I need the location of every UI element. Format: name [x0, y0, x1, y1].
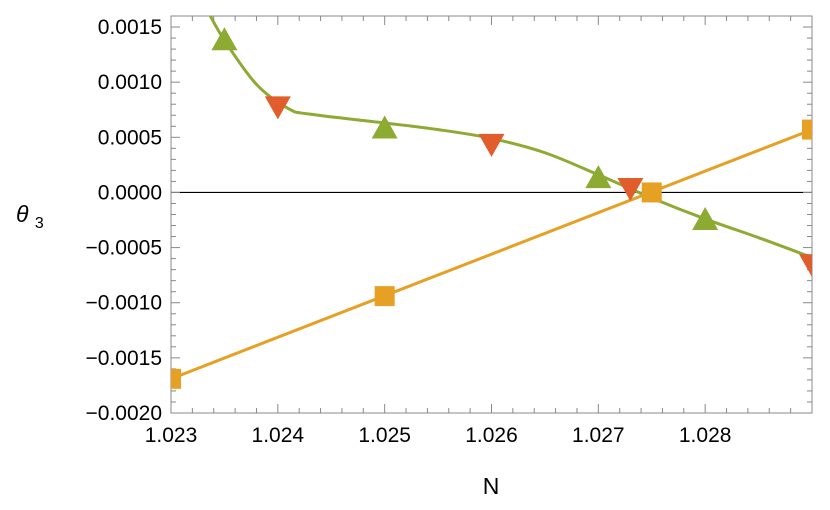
series-2-square-marker: [171, 368, 181, 389]
ticks-layer: 1.023 1.024 1.025 1.026 1.027 1.028 0.0015 0.00…: [86, 15, 813, 447]
series-0-triangle-up-marker: [692, 207, 719, 231]
y-tick-label: 0.0015: [98, 16, 162, 39]
series-0-triangle-up-marker: [211, 27, 238, 51]
markers-layer: [171, 27, 812, 389]
series-2-square-marker: [802, 119, 812, 140]
x-tick-label: 1.028: [679, 424, 732, 447]
x-tick-label: 1.023: [145, 424, 198, 447]
series-1-triangle-down-marker: [478, 133, 505, 157]
x-tick-label: 1.026: [465, 424, 518, 447]
y-tick-label: −0.0015: [86, 347, 163, 370]
y-axis-label-symbol: θ: [16, 201, 29, 227]
x-tick-label: 1.024: [252, 424, 305, 447]
y-axis-label-subscript: 3: [35, 215, 44, 232]
y-axis-label: θ 3: [16, 201, 44, 232]
curves-layer: [171, 16, 812, 381]
series-0-triangle-up-marker: [585, 165, 612, 189]
y-tick-label: −0.0005: [86, 237, 163, 260]
series-0-line: [208, 16, 812, 259]
y-tick-label: 0.0010: [98, 71, 162, 94]
series-1-triangle-down-marker: [617, 178, 644, 202]
series-0-triangle-up-marker: [371, 115, 398, 139]
y-tick-label: −0.0020: [86, 402, 163, 425]
y-tick-label: 0.0000: [98, 181, 162, 204]
series-1-triangle-down-marker: [799, 254, 812, 278]
y-tick-label: −0.0010: [86, 292, 163, 315]
x-axis-label: N: [483, 473, 500, 499]
x-tick-label: 1.025: [358, 424, 411, 447]
series-2-line: [171, 128, 812, 381]
series-2-square-marker: [641, 182, 662, 203]
series-2-square-marker: [374, 286, 395, 307]
x-tick-label: 1.027: [572, 424, 625, 447]
y-tick-label: 0.0005: [98, 126, 162, 149]
series-1-triangle-down-marker: [264, 96, 291, 120]
